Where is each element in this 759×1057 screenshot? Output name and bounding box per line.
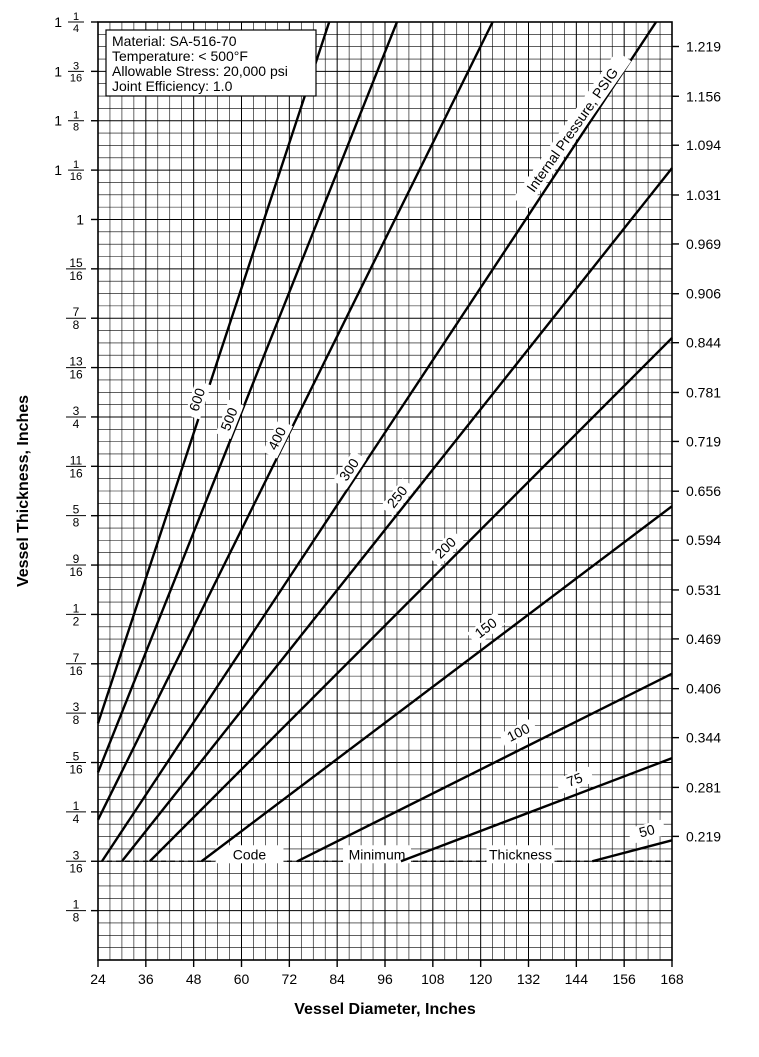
code-minimum-label: Code — [233, 846, 267, 862]
svg-text:1: 1 — [73, 11, 79, 23]
y-right-tick-label: 0.969 — [686, 236, 721, 252]
info-box-line: Temperature: < 500°F — [112, 48, 248, 64]
svg-text:8: 8 — [73, 713, 80, 727]
y-right-tick-label: 0.406 — [686, 681, 721, 697]
y-right-tick-label: 1.219 — [686, 38, 721, 54]
svg-text:1: 1 — [73, 601, 80, 615]
svg-text:1: 1 — [73, 799, 80, 813]
svg-text:3: 3 — [73, 848, 80, 862]
y-right-tick-label: 0.281 — [686, 779, 721, 795]
x-tick-label: 36 — [138, 971, 154, 987]
svg-text:8: 8 — [73, 911, 80, 925]
svg-text:4: 4 — [73, 417, 80, 431]
svg-text:1: 1 — [76, 211, 84, 227]
code-minimum-label: Thickness — [489, 846, 552, 862]
svg-text:16: 16 — [69, 664, 83, 678]
x-tick-label: 132 — [517, 971, 541, 987]
svg-text:16: 16 — [69, 466, 83, 480]
y-right-tick-label: 0.656 — [686, 483, 721, 499]
x-tick-label: 24 — [90, 971, 106, 987]
svg-text:1: 1 — [54, 113, 62, 129]
x-tick-label: 84 — [329, 971, 345, 987]
x-tick-label: 120 — [469, 971, 493, 987]
svg-text:3: 3 — [73, 404, 80, 418]
svg-text:16: 16 — [70, 171, 82, 183]
svg-text:16: 16 — [69, 269, 83, 283]
code-minimum-label: Minimum — [349, 846, 406, 862]
svg-text:16: 16 — [69, 763, 83, 777]
x-tick-label: 72 — [282, 971, 298, 987]
svg-text:16: 16 — [69, 565, 83, 579]
svg-text:16: 16 — [69, 861, 83, 875]
x-tick-label: 60 — [234, 971, 250, 987]
svg-text:7: 7 — [73, 305, 80, 319]
y-axis-label: Vessel Thickness, Inches — [15, 395, 32, 587]
svg-text:1: 1 — [54, 14, 62, 30]
y-right-tick-label: 0.781 — [686, 384, 721, 400]
y-right-tick-label: 0.219 — [686, 828, 721, 844]
y-right-tick-label: 0.531 — [686, 582, 721, 598]
x-tick-label: 156 — [612, 971, 636, 987]
x-tick-label: 168 — [660, 971, 684, 987]
svg-text:3: 3 — [73, 60, 79, 72]
y-right-tick-label: 0.344 — [686, 730, 721, 746]
info-box-line: Joint Efficiency: 1.0 — [112, 78, 233, 94]
svg-text:5: 5 — [73, 750, 80, 764]
svg-text:16: 16 — [69, 368, 83, 382]
y-right-tick-label: 0.844 — [686, 335, 721, 351]
svg-text:1: 1 — [73, 898, 80, 912]
info-box-line: Allowable Stress: 20,000 psi — [112, 63, 288, 79]
y-right-tick-label: 1.094 — [686, 137, 721, 153]
svg-text:5: 5 — [73, 503, 80, 517]
svg-text:4: 4 — [73, 23, 79, 35]
y-right-tick-label: 0.906 — [686, 286, 721, 302]
svg-text:11: 11 — [70, 453, 83, 467]
x-tick-label: 96 — [377, 971, 393, 987]
svg-text:16: 16 — [70, 72, 82, 84]
y-right-tick-label: 1.031 — [686, 187, 721, 203]
svg-text:13: 13 — [69, 355, 83, 369]
svg-text:4: 4 — [73, 812, 80, 826]
svg-text:7: 7 — [73, 651, 80, 665]
svg-text:8: 8 — [73, 516, 80, 530]
svg-text:15: 15 — [69, 256, 83, 270]
x-tick-label: 48 — [186, 971, 202, 987]
svg-text:8: 8 — [73, 122, 79, 134]
x-axis-label: Vessel Diameter, Inches — [294, 1001, 476, 1018]
x-tick-label: 144 — [565, 971, 589, 987]
y-right-tick-label: 0.469 — [686, 631, 721, 647]
vessel-thickness-chart: 24364860728496108120132144156168Vessel D… — [0, 0, 759, 1057]
svg-text:2: 2 — [73, 614, 80, 628]
y-right-tick-label: 0.719 — [686, 433, 721, 449]
y-tick-label: 1 — [76, 211, 84, 227]
svg-text:1: 1 — [73, 159, 79, 171]
info-box-line: Material: SA-516-70 — [112, 33, 237, 49]
svg-text:1: 1 — [54, 162, 62, 178]
y-right-tick-label: 1.156 — [686, 88, 721, 104]
svg-text:1: 1 — [73, 110, 79, 122]
svg-text:8: 8 — [73, 318, 80, 332]
y-right-tick-label: 0.594 — [686, 532, 721, 548]
svg-text:9: 9 — [73, 552, 80, 566]
svg-text:1: 1 — [54, 63, 62, 79]
x-tick-label: 108 — [421, 971, 445, 987]
svg-text:3: 3 — [73, 700, 80, 714]
